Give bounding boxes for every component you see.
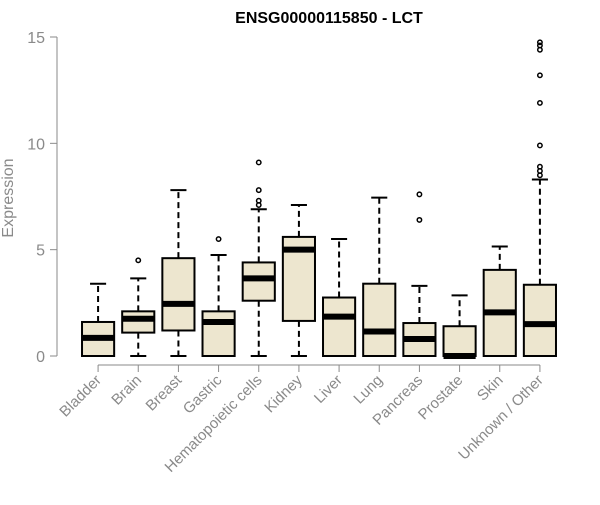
y-tick-label: 5 <box>36 243 45 260</box>
box-brain <box>121 257 156 357</box>
box-hematopoietic-cells <box>241 159 276 357</box>
outlier-point <box>536 142 543 149</box>
outlier-point <box>215 236 222 242</box>
box-liver <box>322 238 357 357</box>
y-tick-label: 0 <box>36 349 45 366</box>
box-body <box>161 257 196 332</box>
x-tick-label: Kidney <box>261 371 306 416</box>
box-body <box>322 296 357 357</box>
box-lung <box>362 196 397 357</box>
box-pancreas <box>402 191 437 357</box>
box-body <box>241 261 276 302</box>
outlier-point <box>536 99 543 106</box>
x-tick-label: Bladder <box>56 372 105 421</box>
y-tick-label: 15 <box>27 30 45 47</box>
y-axis: 0 5 10 15 <box>27 30 58 366</box>
box-bladder <box>81 282 116 357</box>
box-breast <box>161 189 196 357</box>
box-skin <box>482 245 517 357</box>
box-unknown-other <box>522 39 557 357</box>
box-body <box>522 283 557 357</box>
outlier-point <box>255 187 262 194</box>
box-body <box>362 282 397 357</box>
x-tick-label: Prostate <box>415 372 467 424</box>
y-axis-label: Expression <box>0 158 17 237</box>
x-tick-label: Skin <box>474 372 507 405</box>
x-tick-label: Liver <box>311 372 346 407</box>
outlier-point <box>536 72 543 79</box>
box-gastric <box>201 236 236 357</box>
outlier-point <box>416 216 423 223</box>
outlier-point <box>255 159 262 166</box>
box-body <box>442 325 477 357</box>
outlier-point <box>255 197 262 204</box>
outlier-point <box>536 39 543 46</box>
outlier-point <box>536 163 543 170</box>
outlier-point <box>135 257 142 264</box>
outlier-point <box>416 191 423 198</box>
x-tick-label: Breast <box>143 371 186 414</box>
box-kidney <box>281 204 316 357</box>
boxes-group <box>81 39 557 359</box>
outlier-point <box>536 42 543 49</box>
box-prostate <box>442 294 477 359</box>
y-tick-label: 10 <box>27 136 45 153</box>
x-tick-label: Lung <box>350 372 386 408</box>
x-tick-label: Brain <box>108 372 145 409</box>
chart-title: ENSG00000115850 - LCT <box>235 10 423 27</box>
box-body <box>201 310 236 357</box>
box-body <box>121 310 156 334</box>
